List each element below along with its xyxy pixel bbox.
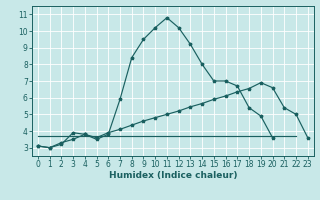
X-axis label: Humidex (Indice chaleur): Humidex (Indice chaleur) [108,171,237,180]
